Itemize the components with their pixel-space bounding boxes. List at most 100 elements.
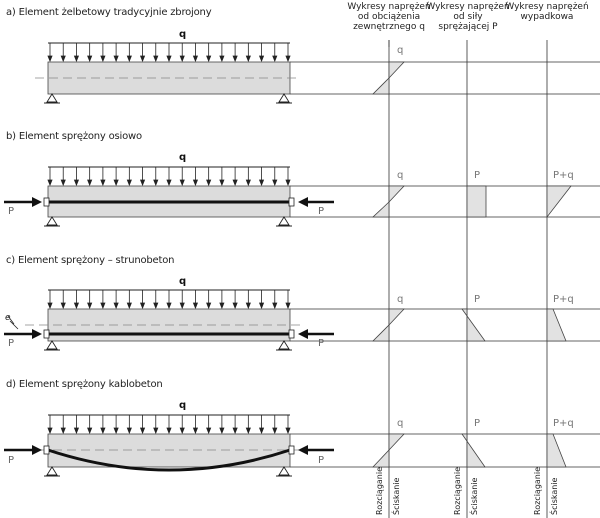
load-arrow-head [139, 302, 146, 310]
compression-label-2: Ściskanie [470, 477, 479, 515]
load-arrow-head [153, 55, 159, 63]
load-arrow-head [232, 179, 238, 187]
load-arrow-head [113, 55, 119, 63]
load-arrow-head [179, 302, 185, 310]
load-arrow-head [258, 302, 265, 310]
load-arrow-head [73, 55, 80, 63]
load-arrow-head [232, 55, 238, 63]
section-c-title: c) Element sprężony – strunobeton [6, 255, 175, 266]
load-arrow-head [285, 302, 291, 310]
load-arrow-head [100, 302, 106, 310]
load-arrow-head [192, 179, 199, 187]
load-arrow-head [192, 427, 199, 435]
load-arrow-head [153, 179, 159, 187]
load-arrow-head [285, 179, 291, 187]
load-arrow-head [166, 55, 172, 63]
force-label-c-right: P [318, 338, 325, 349]
load-label-d: q [179, 400, 187, 411]
load-arrow-head [272, 302, 278, 310]
load-arrow-head [73, 427, 80, 435]
load-arrow-head [139, 427, 146, 435]
load-arrow-head [100, 427, 106, 435]
load-arrow-head [126, 55, 132, 63]
tension-label-1: Rozciąganie [375, 466, 384, 515]
load-arrow-head [73, 179, 80, 187]
load-arrow-head [126, 427, 132, 435]
diag-label-c3: P+q [553, 294, 574, 305]
force-label-d-left: P [8, 455, 15, 466]
tension-label-3: Rozciąganie [533, 466, 542, 515]
section-b-title: b) Element sprężony osiowo [6, 131, 142, 142]
diag-label-b1: q [397, 170, 404, 181]
section-a-title: a) Element żelbetowy tradycyjnie zbrojon… [6, 7, 212, 18]
load-arrow-head [245, 55, 251, 63]
diag-label-c2: P [474, 294, 481, 305]
load-arrow-head [192, 55, 199, 63]
load-arrow-head [245, 179, 251, 187]
load-arrow-head [206, 179, 212, 187]
load-arrow-head [139, 55, 146, 63]
load-arrow-head [206, 55, 212, 63]
load-arrow-head [179, 179, 185, 187]
load-arrow-head [47, 302, 53, 310]
section-b-beam [4, 166, 600, 227]
load-arrow-head [100, 55, 106, 63]
load-arrow-head [100, 179, 106, 187]
section-a-beam [35, 42, 600, 104]
force-label-b-left: P [8, 206, 15, 217]
load-arrow-head [139, 179, 146, 187]
load-arrow-head [272, 427, 278, 435]
section-d-beam [4, 414, 600, 477]
diag-label-d2: P [474, 418, 481, 429]
header-col1: Wykresy naprężeń od obciążenia zewnętrzneg… [347, 2, 431, 32]
load-arrow-head [219, 302, 225, 310]
load-arrow-head [113, 179, 119, 187]
load-label-a: q [179, 29, 187, 40]
diag-label-d3: P+q [553, 418, 574, 429]
load-arrow-head [219, 427, 225, 435]
diag-label-d1: q [397, 418, 404, 429]
load-arrow-head [285, 427, 291, 435]
load-arrow-head [153, 427, 159, 435]
load-arrow-head [166, 302, 172, 310]
load-arrow-head [87, 179, 93, 187]
diag-label-b3: P+q [553, 170, 574, 181]
load-label-b: q [179, 152, 187, 163]
load-arrow-head [60, 302, 66, 310]
load-arrow-head [87, 55, 93, 63]
force-label-d-right: P [318, 455, 325, 466]
load-arrow-head [232, 427, 238, 435]
load-arrow-head [206, 427, 212, 435]
load-arrow-head [166, 179, 172, 187]
load-arrow-head [60, 55, 66, 63]
load-arrow-head [179, 55, 185, 63]
load-arrow-head [60, 427, 66, 435]
tension-label-2: Rozciąganie [453, 466, 462, 515]
load-arrow-head [245, 302, 251, 310]
load-arrow-head [285, 55, 291, 63]
load-arrow-head [126, 179, 132, 187]
load-arrow-head [258, 427, 265, 435]
force-label-c-left: P [8, 338, 15, 349]
section-c-beam [4, 289, 600, 351]
load-arrow-head [73, 302, 80, 310]
load-arrow-head [245, 427, 251, 435]
load-arrow-head [192, 302, 199, 310]
load-arrow-head [272, 55, 278, 63]
load-arrow-head [153, 302, 159, 310]
load-arrow-head [113, 427, 119, 435]
force-label-b-right: P [318, 206, 325, 217]
header-col3: Wykresy naprężeń wypadkowa [505, 2, 589, 22]
load-arrow-head [179, 427, 185, 435]
eccentricity-label: e [5, 313, 11, 323]
load-arrow-head [47, 179, 53, 187]
load-arrow-head [232, 302, 238, 310]
load-label-c: q [179, 276, 187, 287]
load-arrow-head [258, 179, 265, 187]
section-d-title: d) Element sprężony kablobeton [6, 379, 163, 390]
load-arrow-head [126, 302, 132, 310]
load-arrow-head [219, 179, 225, 187]
diag-label-a1: q [397, 45, 404, 56]
load-arrow-head [47, 55, 53, 63]
